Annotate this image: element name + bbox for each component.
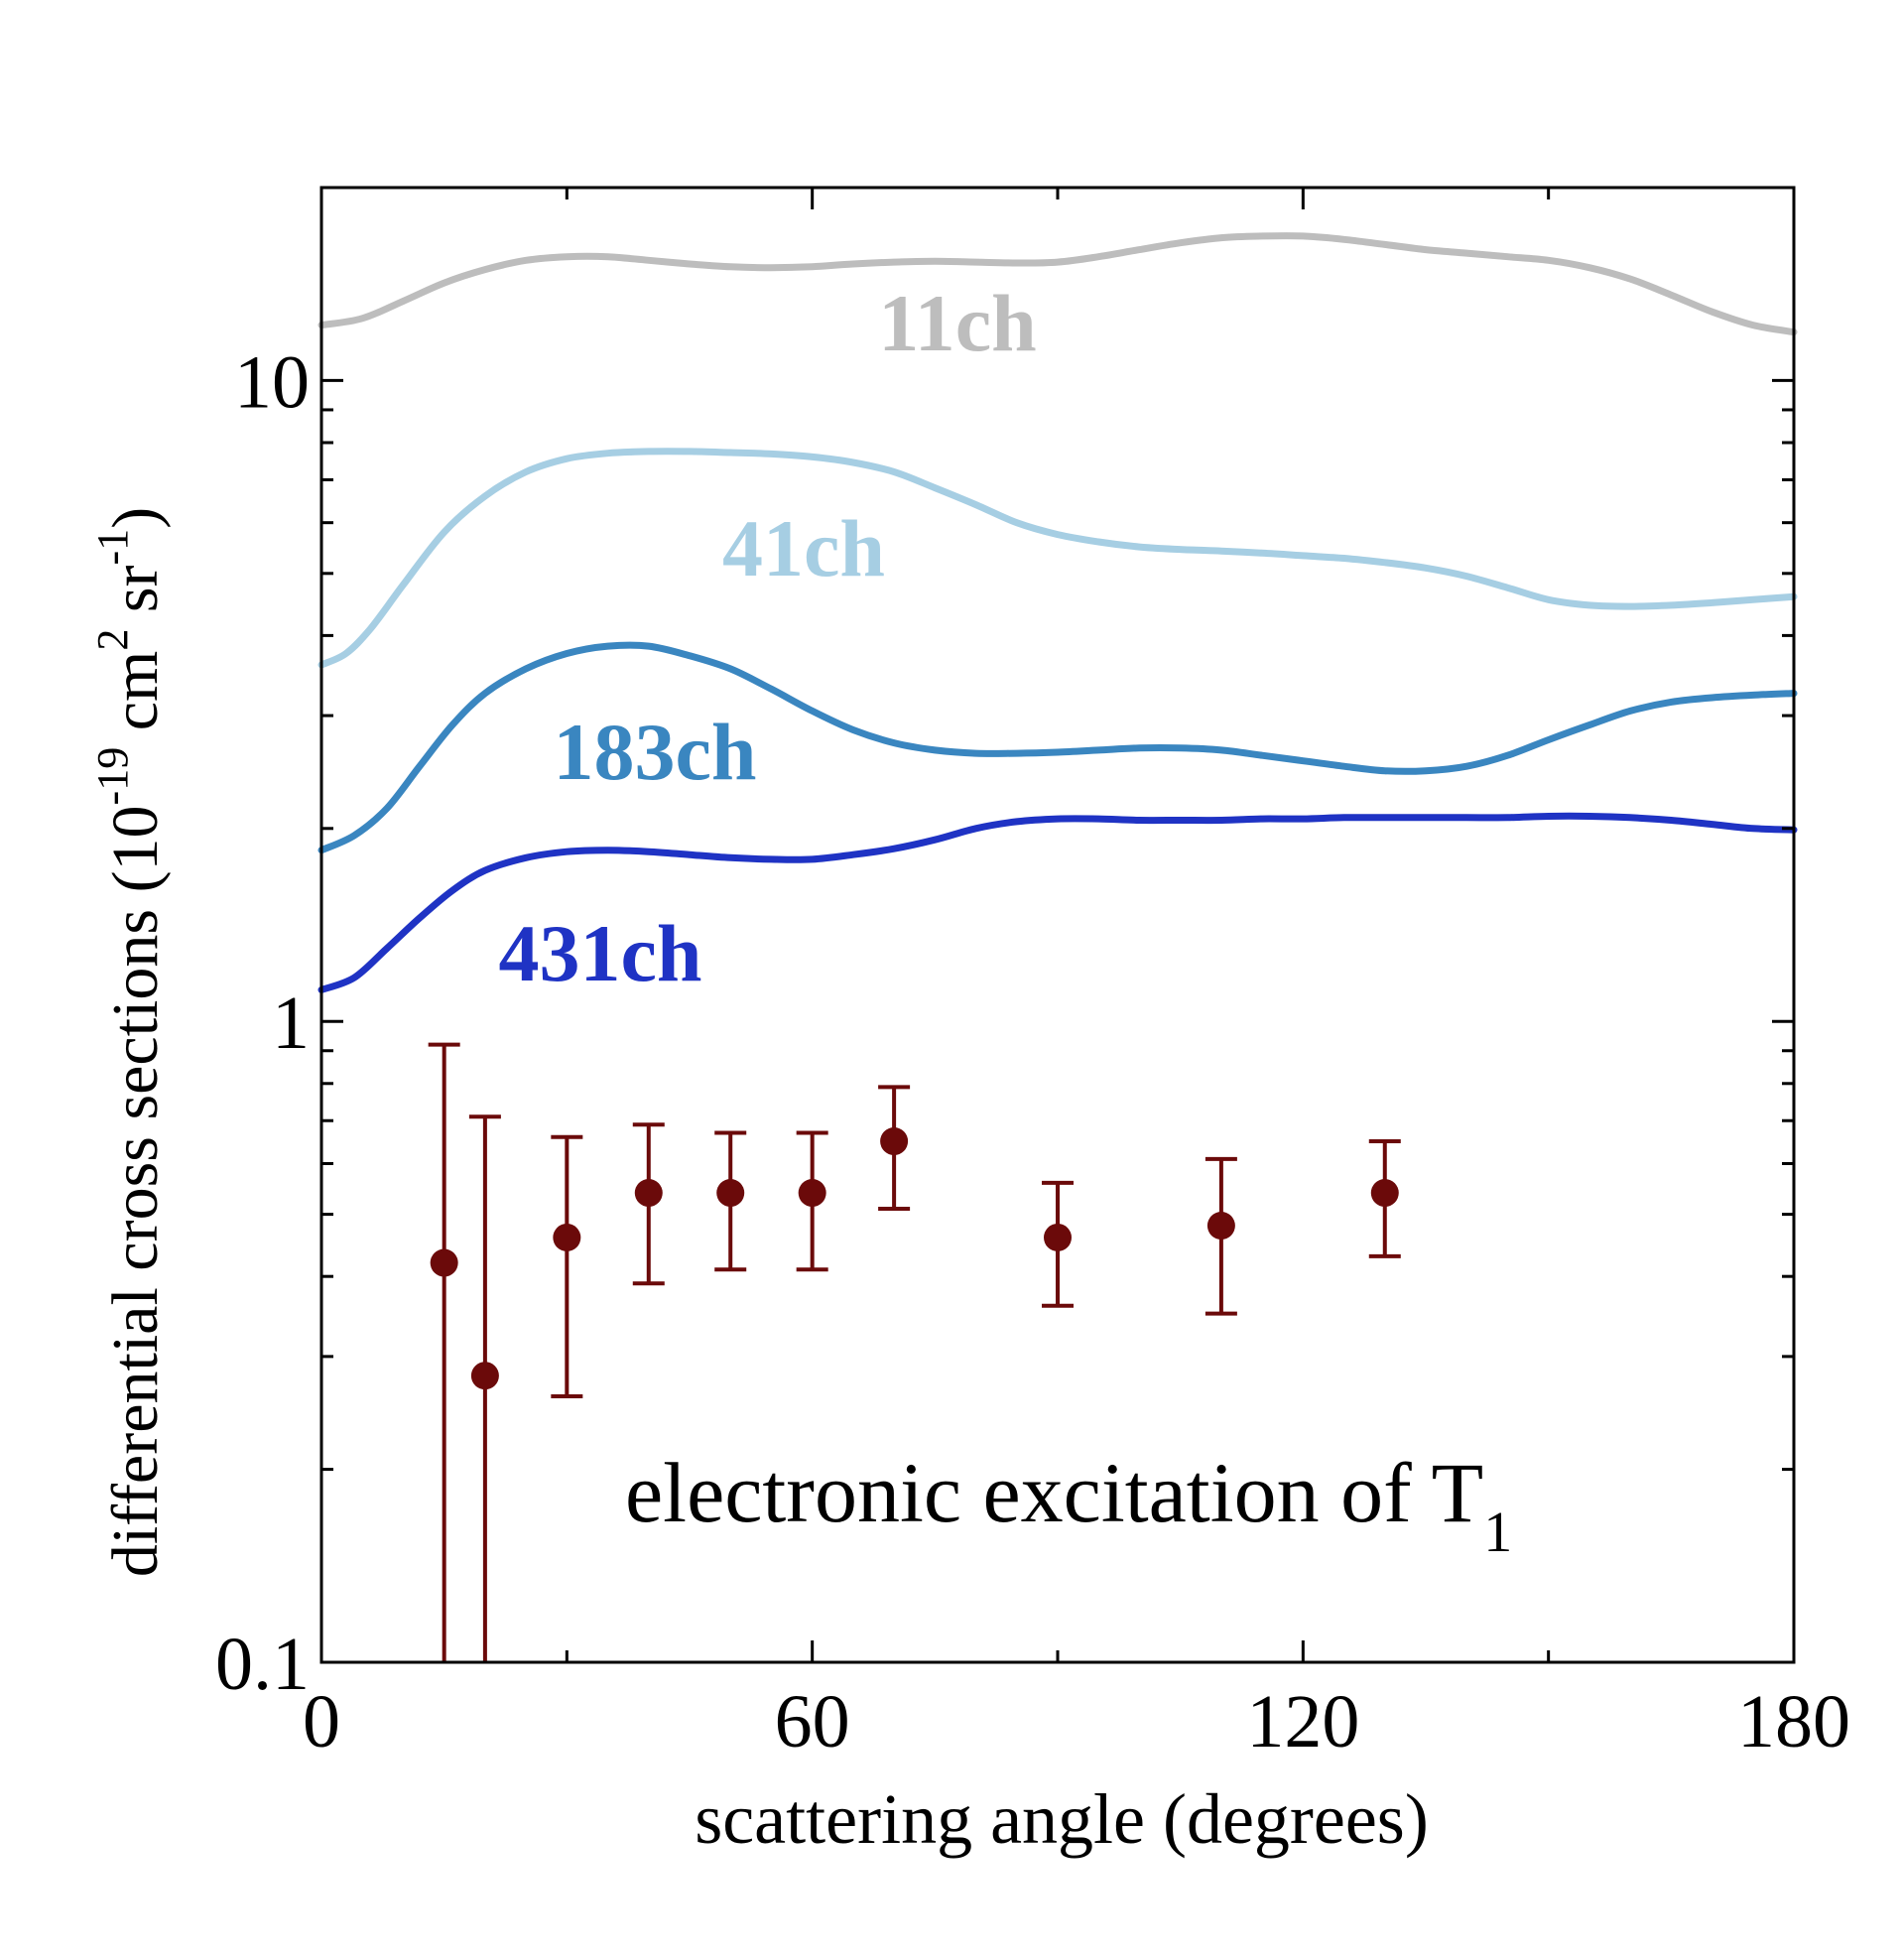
series-line-41ch (317, 448, 1798, 669)
annotation-text: electronic excitation of T1 (625, 1445, 1512, 1564)
data-marker (880, 1127, 909, 1156)
experiment-point (1205, 1156, 1237, 1316)
series-label-183ch: 183ch (554, 707, 757, 797)
y-tick-label: 0.1 (215, 1623, 310, 1706)
series-label-431ch: 431ch (499, 908, 702, 998)
experiment-point (714, 1130, 747, 1272)
series-layer (317, 232, 1798, 993)
y-axis-label: differential cross sections (10-19 cm2 s… (88, 507, 172, 1577)
series-label-41ch: 41ch (722, 503, 885, 593)
y-tick-label: 1 (272, 981, 310, 1065)
experiment-point (878, 1085, 911, 1212)
experiment-point (428, 1042, 460, 1662)
x-axis-label: scattering angle (degrees) (695, 1779, 1429, 1859)
series-line-183ch (317, 641, 1798, 854)
x-tick-label: 120 (1246, 1680, 1359, 1764)
data-marker (1206, 1212, 1235, 1241)
axis-ticks: 0 60 120 180 0.1 1 10 (215, 186, 1850, 1764)
data-marker (470, 1362, 499, 1390)
y-tick-label: 10 (234, 340, 310, 424)
experiment-points (428, 1042, 1401, 1662)
series-line-11ch (317, 232, 1798, 336)
x-tick-label: 180 (1737, 1680, 1850, 1764)
data-marker (798, 1179, 826, 1208)
experiment-point (632, 1122, 665, 1286)
series-labels: 11ch 41ch 183ch 431ch (499, 278, 1037, 998)
x-tick-label: 60 (775, 1680, 850, 1764)
data-marker (634, 1179, 663, 1208)
series-label-11ch: 11ch (878, 278, 1036, 368)
data-marker (553, 1223, 581, 1251)
experiment-point (796, 1130, 828, 1272)
data-marker (1370, 1179, 1399, 1208)
experiment-point (1042, 1180, 1074, 1308)
experiment-point (551, 1134, 583, 1399)
data-marker (1044, 1223, 1072, 1251)
experiment-point (468, 1114, 501, 1662)
x-tick-label: 0 (303, 1680, 340, 1764)
series-line-431ch (317, 812, 1798, 993)
data-marker (716, 1179, 745, 1208)
experiment-point (1368, 1139, 1401, 1258)
data-marker (430, 1248, 458, 1277)
